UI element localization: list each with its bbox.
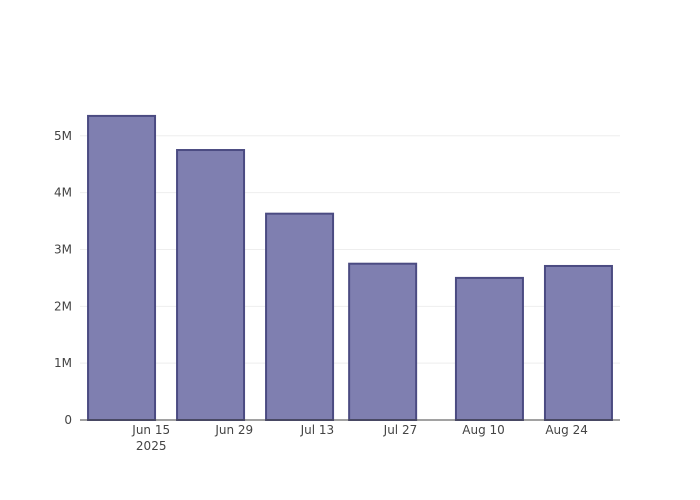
y-tick-label: 5M xyxy=(54,129,72,143)
x-tick-label: Aug 10 xyxy=(462,423,505,437)
bar xyxy=(543,264,613,421)
x-tick-label-line: Jun 15 xyxy=(131,423,170,437)
y-tick-label: 0 xyxy=(64,413,72,427)
y-tick-label: 2M xyxy=(54,299,72,313)
y-tick-label: 3M xyxy=(54,242,72,256)
x-tick-label: Jul 27 xyxy=(383,423,418,437)
y-tick-label: 4M xyxy=(54,186,72,200)
x-tick-label-line: 2025 xyxy=(136,439,167,453)
x-tick-label-line: Aug 24 xyxy=(545,423,588,437)
bar xyxy=(454,276,524,421)
bar xyxy=(176,149,246,421)
y-tick-label: 1M xyxy=(54,356,72,370)
bar xyxy=(348,262,418,421)
x-tick-label-line: Jul 13 xyxy=(300,423,335,437)
bar xyxy=(87,114,157,422)
x-tick-label-line: Aug 10 xyxy=(462,423,505,437)
x-tick-label-line: Jul 27 xyxy=(383,423,418,437)
x-tick-label-line: Jun 29 xyxy=(214,423,253,437)
bar xyxy=(265,212,335,421)
x-tick-label: Jun 15 2025 xyxy=(131,423,170,453)
x-tick-label: Jun 29 xyxy=(214,423,253,437)
x-tick-label: Aug 24 xyxy=(545,423,588,437)
x-tick-label: Jul 13 xyxy=(300,423,335,437)
